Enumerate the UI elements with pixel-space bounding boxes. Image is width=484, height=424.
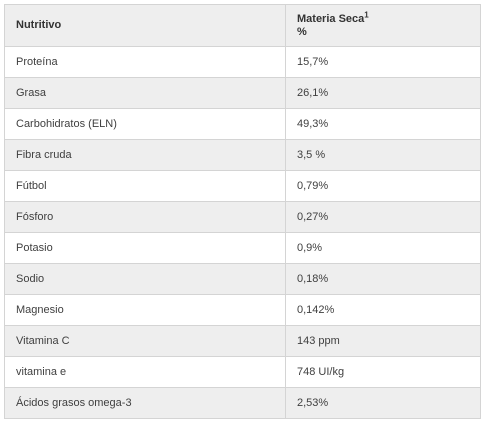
nutrient-cell: Vitamina C bbox=[4, 325, 286, 357]
header-nutrient: Nutritivo bbox=[4, 4, 286, 47]
value-cell: 2,53% bbox=[285, 387, 481, 419]
header-row: Nutritivo Materia Seca1 % bbox=[4, 4, 481, 47]
nutrient-cell: Sodio bbox=[4, 263, 286, 295]
footnote-marker: 1 bbox=[364, 9, 369, 19]
nutrient-cell: Ácidos grasos omega-3 bbox=[4, 387, 286, 419]
value-cell: 0,18% bbox=[285, 263, 481, 295]
table-row: Magnesio 0,142% bbox=[4, 294, 481, 326]
value-cell: 748 UI/kg bbox=[285, 356, 481, 388]
nutrient-cell: Fútbol bbox=[4, 170, 286, 202]
table-row: Fútbol 0,79% bbox=[4, 170, 481, 202]
nutrient-cell: Potasio bbox=[4, 232, 286, 264]
table-row: Grasa 26,1% bbox=[4, 77, 481, 109]
header-dry-matter-label: Materia Seca bbox=[297, 12, 365, 25]
nutrient-cell: Fósforo bbox=[4, 201, 286, 233]
nutrient-cell: Proteína bbox=[4, 46, 286, 78]
value-cell: 49,3% bbox=[285, 108, 481, 140]
table-row: vitamina e 748 UI/kg bbox=[4, 356, 481, 388]
value-cell: 0,142% bbox=[285, 294, 481, 326]
table-row: Proteína 15,7% bbox=[4, 46, 481, 78]
value-cell: 15,7% bbox=[285, 46, 481, 78]
value-cell: 0,79% bbox=[285, 170, 481, 202]
nutrient-cell: Fibra cruda bbox=[4, 139, 286, 171]
header-dry-matter: Materia Seca1 % bbox=[285, 4, 481, 47]
nutrient-cell: Magnesio bbox=[4, 294, 286, 326]
table-row: Carbohidratos (ELN) 49,3% bbox=[4, 108, 481, 140]
nutrition-table-container: Nutritivo Materia Seca1 % Proteína 15,7%… bbox=[4, 4, 481, 419]
table-row: Vitamina C 143 ppm bbox=[4, 325, 481, 357]
table-row: Ácidos grasos omega-3 2,53% bbox=[4, 387, 481, 419]
table-row: Potasio 0,9% bbox=[4, 232, 481, 264]
nutrient-cell: Carbohidratos (ELN) bbox=[4, 108, 286, 140]
value-cell: 26,1% bbox=[285, 77, 481, 109]
header-dry-matter-title: Materia Seca1 bbox=[297, 9, 480, 26]
nutrient-cell: vitamina e bbox=[4, 356, 286, 388]
table-body: Proteína 15,7% Grasa 26,1% Carbohidratos… bbox=[4, 46, 481, 419]
value-cell: 0,9% bbox=[285, 232, 481, 264]
table-row: Sodio 0,18% bbox=[4, 263, 481, 295]
nutrient-cell: Grasa bbox=[4, 77, 286, 109]
header-dry-matter-unit: % bbox=[297, 25, 307, 38]
nutrition-table: Nutritivo Materia Seca1 % Proteína 15,7%… bbox=[4, 4, 481, 419]
table-row: Fibra cruda 3,5 % bbox=[4, 139, 481, 171]
value-cell: 3,5 % bbox=[285, 139, 481, 171]
table-header: Nutritivo Materia Seca1 % bbox=[4, 4, 481, 47]
value-cell: 143 ppm bbox=[285, 325, 481, 357]
table-row: Fósforo 0,27% bbox=[4, 201, 481, 233]
value-cell: 0,27% bbox=[285, 201, 481, 233]
